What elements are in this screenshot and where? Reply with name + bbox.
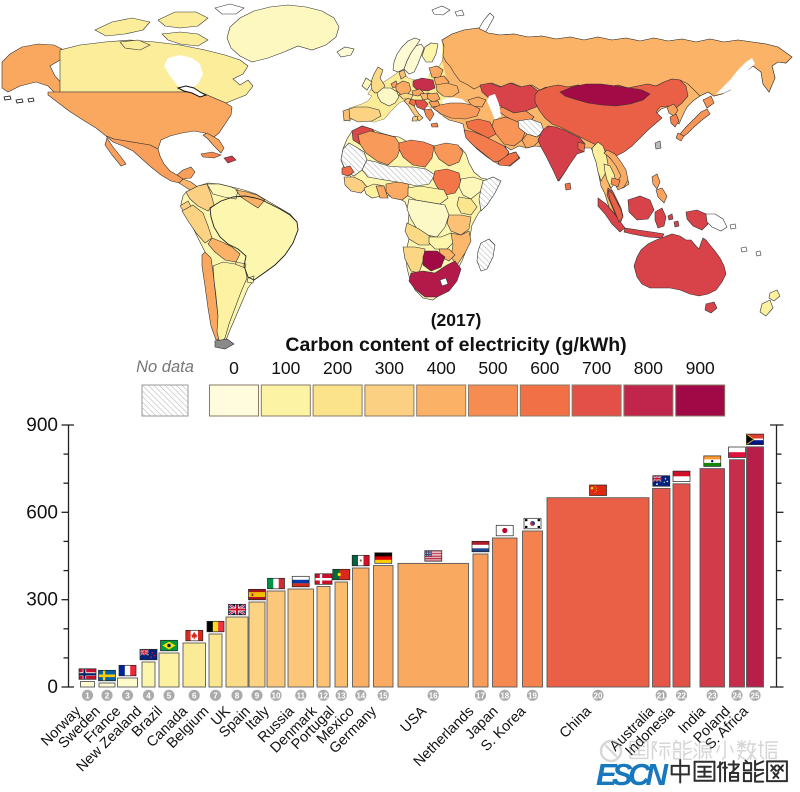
svg-text:900: 900 (26, 415, 58, 436)
svg-text:200: 200 (323, 358, 352, 378)
svg-text:No data: No data (136, 358, 194, 376)
svg-text:11: 11 (297, 691, 306, 700)
svg-text:14: 14 (356, 691, 365, 700)
svg-text:16: 16 (429, 691, 438, 700)
svg-text:700: 700 (582, 358, 611, 378)
svg-text:13: 13 (337, 691, 346, 700)
svg-text:1: 1 (85, 691, 90, 700)
svg-text:23: 23 (708, 691, 717, 700)
svg-text:7: 7 (213, 691, 218, 700)
svg-text:Carbon content of electricity: Carbon content of electricity (g/kWh) (285, 334, 626, 356)
svg-text:22: 22 (677, 691, 686, 700)
svg-text:0: 0 (229, 358, 239, 378)
svg-text:17: 17 (476, 691, 485, 700)
svg-text:400: 400 (427, 358, 456, 378)
svg-text:0: 0 (47, 677, 58, 698)
svg-text:6: 6 (192, 691, 197, 700)
svg-text:24: 24 (733, 691, 742, 700)
svg-text:100: 100 (271, 358, 300, 378)
svg-text:300: 300 (375, 358, 404, 378)
svg-text:12: 12 (319, 691, 328, 700)
svg-text:2: 2 (105, 691, 110, 700)
svg-text:600: 600 (26, 502, 58, 523)
svg-text:9: 9 (255, 691, 260, 700)
svg-text:20: 20 (594, 691, 603, 700)
svg-text:15: 15 (379, 691, 388, 700)
svg-text:(2017): (2017) (431, 310, 482, 330)
svg-text:ESCN: ESCN (596, 757, 669, 792)
svg-text:900: 900 (686, 358, 715, 378)
svg-text:10: 10 (272, 691, 281, 700)
svg-text:18: 18 (500, 691, 509, 700)
svg-text:19: 19 (528, 691, 537, 700)
svg-text:600: 600 (530, 358, 559, 378)
svg-text:300: 300 (26, 590, 58, 611)
svg-text:8: 8 (235, 691, 240, 700)
svg-text:3: 3 (125, 691, 130, 700)
svg-text:21: 21 (657, 691, 666, 700)
svg-text:4: 4 (146, 691, 151, 700)
svg-text:25: 25 (751, 691, 760, 700)
svg-text:5: 5 (167, 691, 172, 700)
svg-text:500: 500 (478, 358, 507, 378)
svg-text:800: 800 (634, 358, 663, 378)
